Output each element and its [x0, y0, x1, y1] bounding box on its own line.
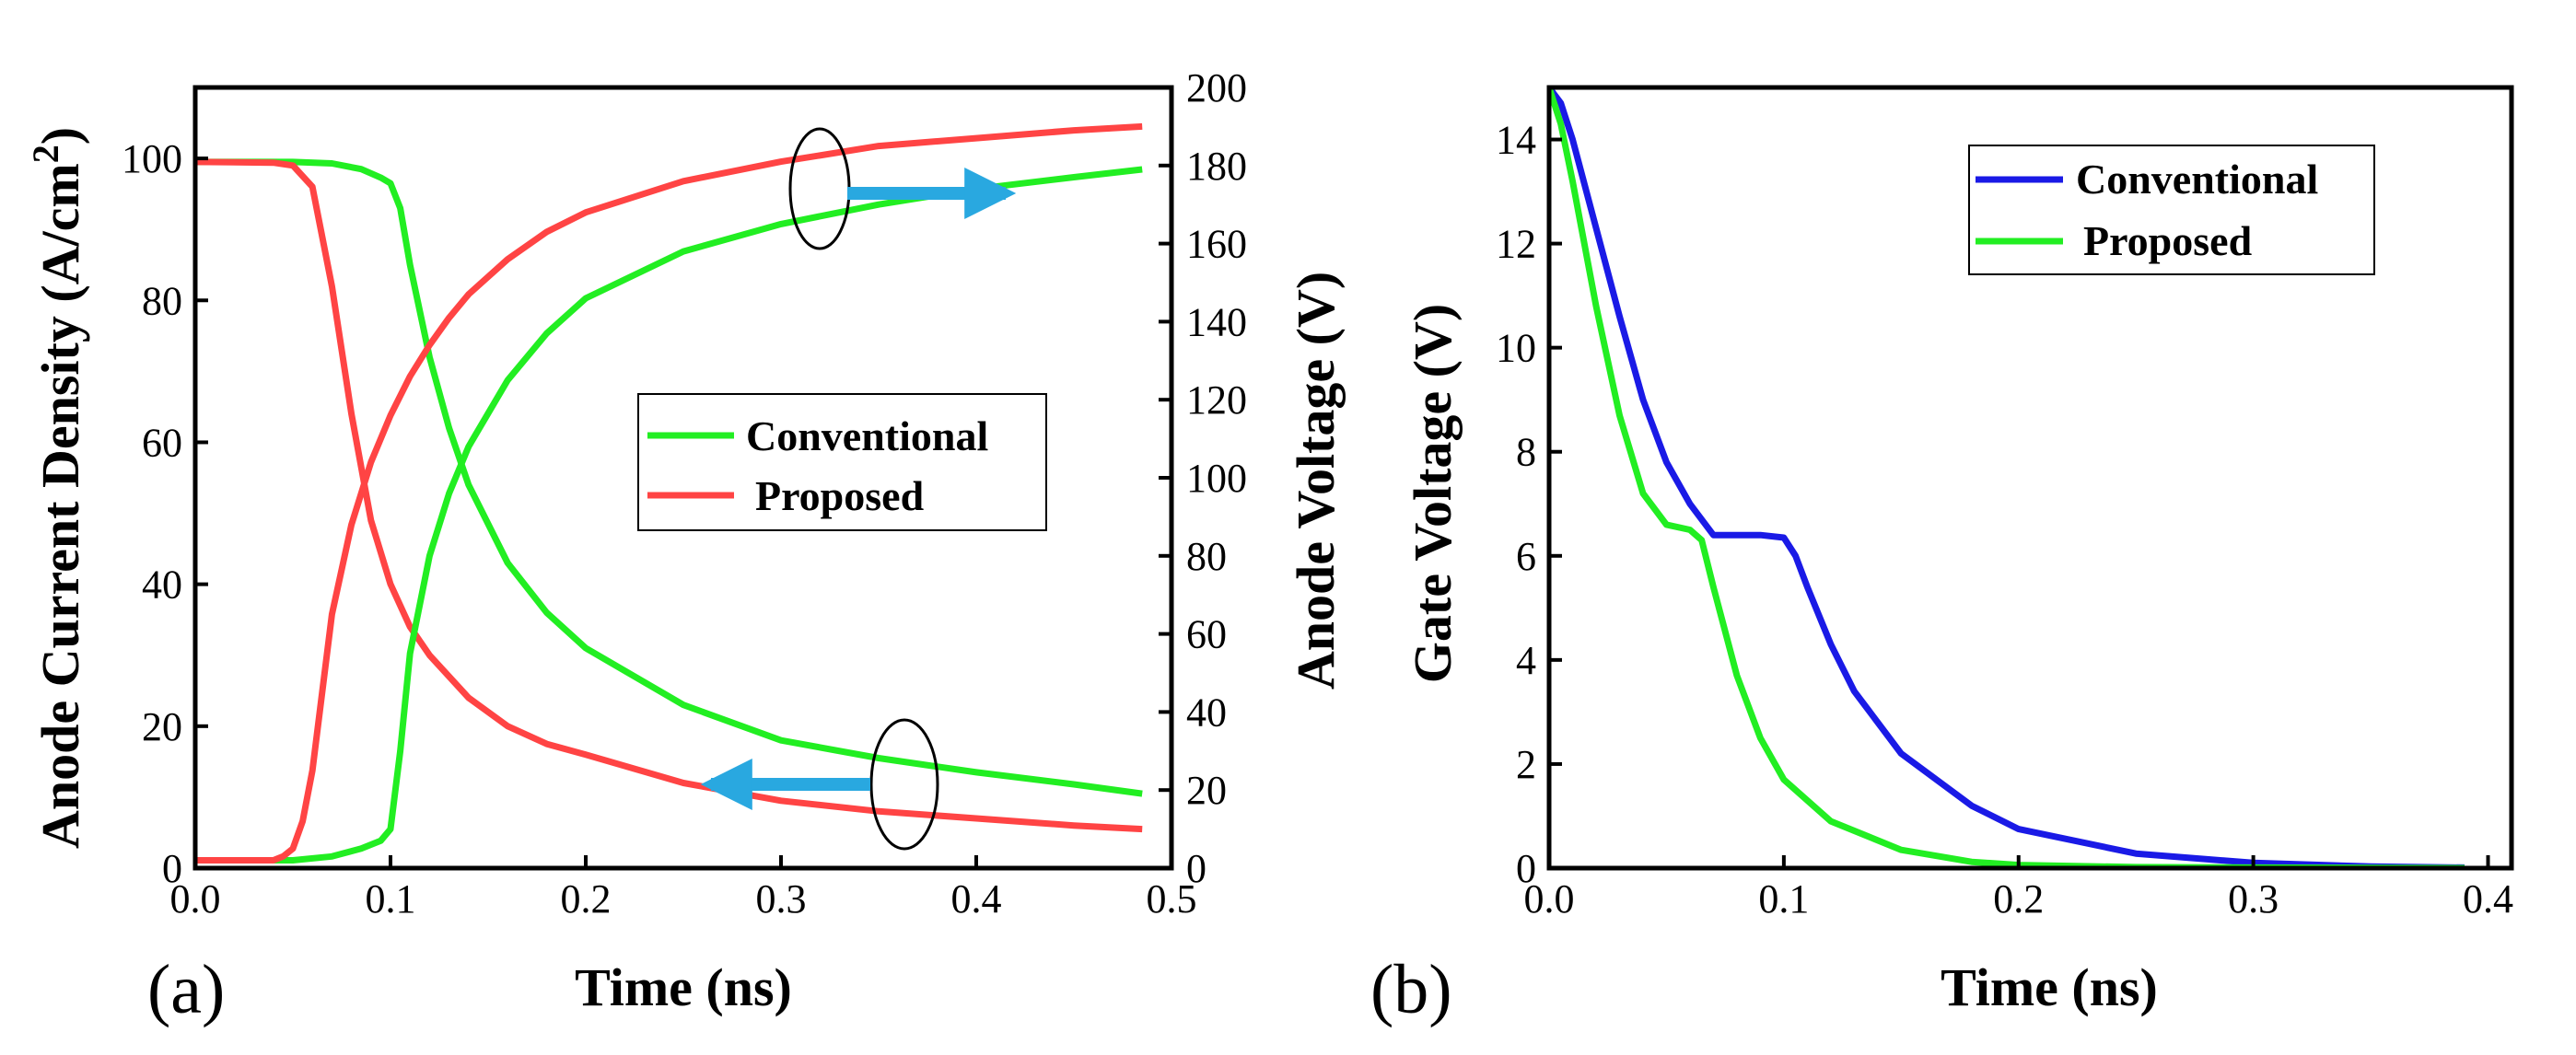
y-tick-label-b: 12 [1496, 222, 1536, 267]
x-tick-label-b: 0.2 [1993, 876, 2044, 922]
y-tick-label-left-a: 60 [142, 420, 182, 465]
panel-b: 0.0 0.1 0.2 0.3 0.4 0 2 4 6 8 10 12 14 Conventional … [1370, 85, 2514, 1028]
legend-label-conventional-b: Conventional [2076, 156, 2318, 203]
y-tick-label-b: 14 [1496, 118, 1536, 163]
x-tick-label-a: 0.0 [170, 876, 221, 922]
y-tick-label-right-a: 80 [1186, 534, 1227, 579]
series-line-a-0 [195, 158, 1143, 797]
x-tick-label-a: 0.1 [366, 876, 416, 922]
x-tick-label-b: 0.3 [2228, 876, 2279, 922]
panel-b-legend-box [1968, 145, 2375, 275]
y-tick-label-right-a: 20 [1186, 768, 1227, 813]
panel-b-legend: Conventional Proposed [1968, 145, 2375, 275]
series-line-a-1 [195, 158, 1143, 833]
y-tick-label-b: 8 [1516, 430, 1536, 475]
y-tick-label-left-a: 20 [142, 704, 182, 749]
y-tick-label-right-a: 0 [1186, 846, 1206, 891]
y-tick-label-b: 4 [1516, 638, 1536, 683]
y-tick-label-left-a: 0 [162, 846, 182, 891]
y-tick-label-right-a: 140 [1186, 299, 1247, 344]
y-tick-label-right-a: 180 [1186, 144, 1247, 189]
y-tick-label-b: 10 [1496, 326, 1536, 371]
left-y-title-close: ) [30, 127, 90, 145]
left-y-title-sup: 2 [25, 145, 66, 163]
series-line-a-3 [195, 122, 1143, 864]
panel-a-legend: Conventional Proposed [637, 393, 1047, 531]
voltage-annotation-ellipse [788, 127, 851, 250]
series-line-a-2 [195, 166, 1143, 864]
y-tick-label-right-a: 100 [1186, 456, 1247, 501]
series-line-b-0 [1549, 87, 2465, 868]
y-tick-label-right-a: 200 [1186, 65, 1247, 110]
legend-label-proposed: Proposed [755, 472, 925, 519]
y-tick-label-left-a: 80 [142, 278, 182, 323]
panel-a-label: (a) [147, 951, 225, 1028]
panel-a: 0.0 0.1 0.2 0.3 0.4 0.50204060801000204060801… [25, 65, 1346, 1028]
y-tick-label-right-a: 60 [1186, 612, 1227, 657]
x-tick-label-a: 0.3 [756, 876, 807, 922]
panel-b-label: (b) [1370, 951, 1452, 1028]
y-tick-label-b: 0 [1516, 846, 1536, 891]
panel-a-left-y-axis-title: Anode Current Density (A/cm2) [25, 127, 90, 849]
panel-b-plot-frame [1546, 85, 2514, 871]
legend-label-proposed-b: Proposed [2083, 217, 2253, 264]
x-tick-label-a: 0.5 [1147, 876, 1197, 922]
x-tick-label-b: 0.1 [1758, 876, 1809, 922]
y-tick-label-b: 2 [1516, 742, 1536, 787]
y-tick-label-left-a: 100 [122, 136, 182, 181]
y-tick-label-left-a: 40 [142, 562, 182, 608]
x-tick-label-b: 0.4 [2463, 876, 2513, 922]
panel-a-x-axis-title: Time (ns) [575, 957, 792, 1017]
current-annotation-ellipse [869, 718, 939, 851]
y-tick-label-right-a: 120 [1186, 377, 1247, 423]
panel-a-right-y-axis-title: Anode Voltage (V) [1286, 272, 1346, 690]
x-tick-label-b: 0.0 [1524, 876, 1575, 922]
y-tick-label-b: 6 [1516, 534, 1536, 579]
panel-b-y-axis-title: Gate Voltage (V) [1403, 304, 1463, 683]
y-tick-label-right-a: 160 [1186, 222, 1247, 267]
x-tick-label-a: 0.4 [951, 876, 1002, 922]
legend-label-conventional: Conventional [746, 412, 988, 459]
y-tick-label-right-a: 40 [1186, 690, 1227, 735]
x-tick-label-a: 0.2 [561, 876, 612, 922]
panel-b-x-axis-title: Time (ns) [1941, 957, 2158, 1017]
panel-a-legend-box [637, 393, 1047, 531]
left-y-title-main: Anode Current Density (A/cm [30, 163, 90, 849]
